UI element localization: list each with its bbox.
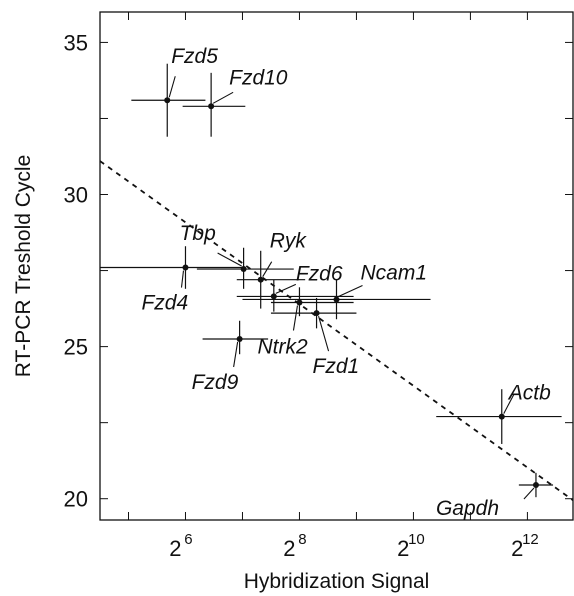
data-point-fzd4 bbox=[100, 246, 246, 289]
point-label-fzd9: Fzd9 bbox=[192, 371, 239, 394]
data-point-actb bbox=[436, 389, 562, 444]
point-label-gapdh: Gapdh bbox=[436, 497, 499, 520]
plot-frame bbox=[99, 11, 574, 521]
data-points-layer bbox=[100, 63, 562, 498]
point-labels-layer: Fzd5 Fzd10 Tbp Fzd4 Ryk Fzd6 Ncam1 Ntrk2 Fzd1 Fzd… bbox=[141, 45, 551, 520]
point-label-fzd4: Fzd4 bbox=[141, 292, 188, 315]
point-marker bbox=[333, 296, 340, 303]
label-leader bbox=[275, 283, 297, 294]
point-marker bbox=[532, 482, 539, 489]
point-marker bbox=[498, 413, 505, 420]
label-leader bbox=[212, 91, 234, 104]
y-tick-label: 20 bbox=[64, 487, 88, 512]
trendline bbox=[99, 160, 574, 501]
point-label-actb: Actb bbox=[507, 382, 551, 405]
point-marker bbox=[236, 336, 243, 343]
x-tick-label: 2 bbox=[169, 536, 181, 561]
y-tick-label: 25 bbox=[64, 335, 88, 360]
y-tick-label: 35 bbox=[64, 30, 88, 55]
point-label-ncam1: Ncam1 bbox=[361, 261, 428, 284]
label-leader bbox=[217, 252, 242, 267]
x-axis-ticks: 2 6 2 8 210 212 bbox=[127, 12, 539, 561]
x-tick-exponent: 12 bbox=[522, 531, 539, 548]
data-point-fzd6 bbox=[236, 279, 354, 312]
label-leader bbox=[338, 284, 363, 297]
trendline-layer bbox=[99, 160, 574, 501]
data-point-gapdh bbox=[518, 472, 554, 498]
point-marker bbox=[257, 276, 264, 283]
data-point-fzd9 bbox=[202, 320, 269, 355]
label-leader bbox=[180, 270, 185, 288]
plot-border bbox=[99, 11, 574, 521]
x-axis-title: Hybridization Signal bbox=[244, 570, 430, 593]
point-marker bbox=[164, 97, 171, 104]
x-tick-exponent: 10 bbox=[408, 531, 425, 548]
y-tick-label: 30 bbox=[64, 183, 88, 208]
x-tick-exponent: 6 bbox=[184, 531, 192, 548]
point-label-fzd6: Fzd6 bbox=[296, 262, 343, 285]
label-leader bbox=[292, 305, 299, 331]
x-tick-label: 2 bbox=[397, 536, 409, 561]
label-leader bbox=[262, 261, 273, 277]
point-marker bbox=[270, 293, 277, 300]
point-label-tbp: Tbp bbox=[180, 222, 216, 245]
point-marker bbox=[296, 299, 303, 306]
label-leader bbox=[168, 76, 176, 98]
point-marker bbox=[182, 264, 189, 271]
label-leader bbox=[523, 487, 535, 500]
point-marker bbox=[208, 103, 215, 110]
y-axis-title: RT-PCR Treshold Cycle bbox=[12, 155, 35, 378]
label-leader bbox=[233, 341, 239, 368]
point-label-fzd10: Fzd10 bbox=[229, 66, 288, 89]
x-tick-label: 2 bbox=[283, 536, 295, 561]
x-tick-label: 2 bbox=[511, 536, 523, 561]
point-label-fzd5: Fzd5 bbox=[171, 45, 218, 68]
data-point-ntrk2 bbox=[270, 287, 354, 317]
label-leader bbox=[318, 315, 330, 352]
label-leader bbox=[503, 394, 515, 414]
data-point-fzd10 bbox=[182, 72, 246, 137]
y-axis-ticks: 20 25 30 35 bbox=[64, 30, 573, 512]
point-marker bbox=[313, 310, 320, 317]
data-point-tbp bbox=[196, 247, 294, 289]
point-label-ryk: Ryk bbox=[270, 230, 308, 253]
x-tick-exponent: 8 bbox=[298, 531, 306, 548]
data-point-fzd1 bbox=[270, 297, 357, 329]
data-point-fzd5 bbox=[131, 63, 206, 137]
point-label-fzd1: Fzd1 bbox=[313, 355, 360, 378]
point-label-ntrk2: Ntrk2 bbox=[257, 336, 307, 359]
